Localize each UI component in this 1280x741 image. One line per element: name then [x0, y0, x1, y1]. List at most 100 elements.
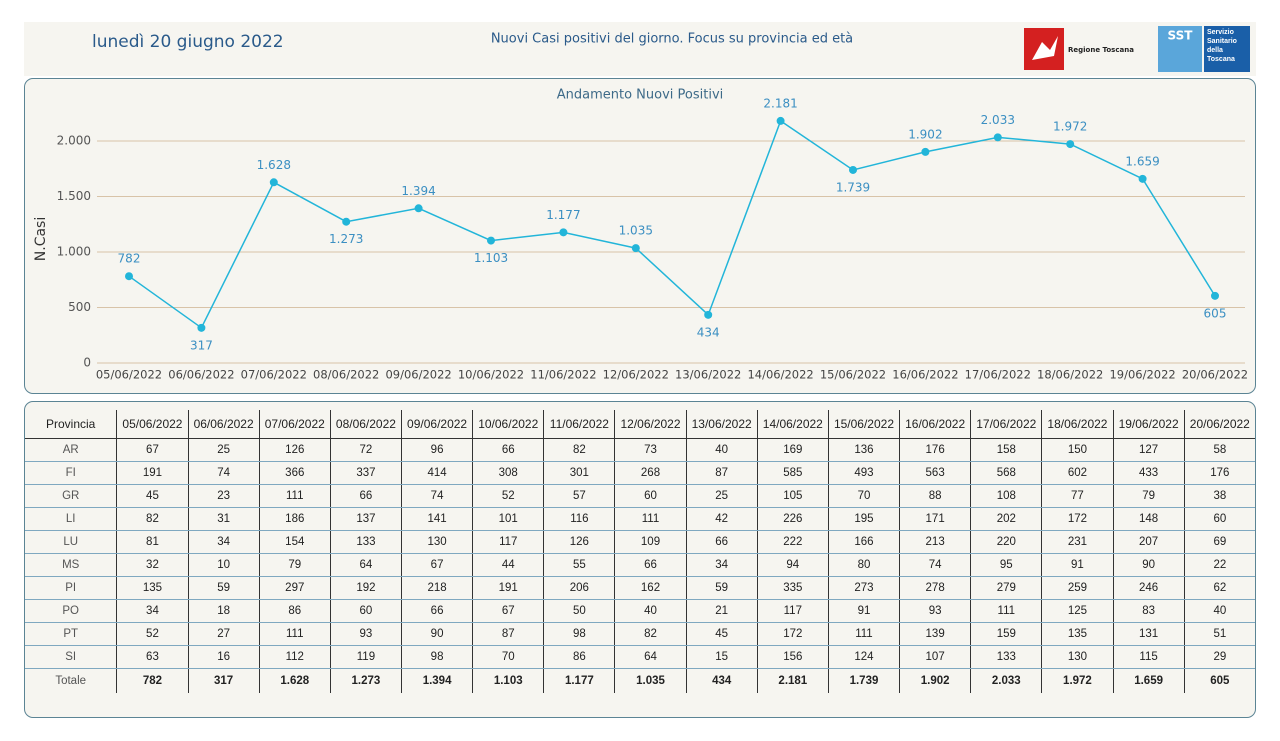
cell: 1.394 [400, 668, 473, 693]
cell: 301 [543, 461, 615, 485]
point [704, 310, 713, 319]
row: PI 135 59 297 192 218 191 206 162 59 335 273 278 279 2… [25, 576, 1255, 600]
x-tick-label: 08/06/2022 [313, 368, 379, 382]
cell: 50 [543, 599, 615, 623]
row: LI 82 31 186 137 141 101 116 111 42 226 195 171 202 17… [25, 507, 1255, 531]
cell: 40 [1183, 599, 1255, 623]
cell: 1.035 [614, 668, 687, 693]
cell: 45 [685, 622, 758, 646]
cell: 98 [543, 622, 615, 646]
point [921, 147, 930, 156]
cell: 297 [258, 576, 331, 600]
cell: 1.628 [258, 668, 331, 693]
data-label: 1.902 [908, 127, 942, 141]
header-cell: Provincia [25, 410, 117, 439]
header-cell: 18/06/2022 [1041, 410, 1114, 439]
row: SI 63 16 112 119 98 70 86 64 15 156 124 107 133 130 115… [25, 645, 1255, 669]
cell: 38 [1183, 484, 1255, 508]
sst-text: SST [1168, 29, 1194, 43]
header-cell: 13/06/2022 [685, 410, 758, 439]
cell: 130 [1041, 645, 1114, 669]
cell: 176 [899, 438, 971, 462]
x-tick-label: 07/06/2022 [241, 368, 307, 382]
cell: 70 [827, 484, 900, 508]
cell: 42 [685, 507, 758, 531]
x-tick-label: 20/06/2022 [1182, 368, 1248, 382]
cell: 137 [329, 507, 402, 531]
point [125, 272, 133, 281]
cell: 317 [187, 668, 260, 693]
cell: 1.739 [827, 668, 900, 693]
cell: 116 [543, 507, 615, 531]
x-tick-label: 18/06/2022 [1037, 368, 1103, 382]
cell: 21 [685, 599, 758, 623]
cell: 119 [329, 645, 402, 669]
cell: 337 [329, 461, 402, 485]
cell: 130 [400, 530, 473, 554]
cell: 51 [1183, 622, 1255, 646]
header-cell: 12/06/2022 [614, 410, 687, 439]
point [993, 133, 1002, 142]
cell: 60 [1183, 507, 1255, 531]
cell: 15 [685, 645, 758, 669]
cell: 82 [614, 622, 687, 646]
cell: 186 [258, 507, 331, 531]
cell: GR [25, 484, 117, 508]
point [342, 217, 351, 226]
sst-mark [1158, 26, 1202, 72]
cell: 166 [827, 530, 900, 554]
cell: 34 [187, 530, 260, 554]
cell: 125 [1041, 599, 1114, 623]
cell: 220 [970, 530, 1042, 554]
x-tick-label: 05/06/2022 [96, 368, 162, 382]
cell: 273 [827, 576, 900, 600]
cell: 74 [899, 553, 971, 577]
point [1211, 291, 1219, 300]
row: AR 67 25 126 72 96 66 82 73 40 169 136 176 158 150 127 5… [25, 438, 1255, 462]
row: LU 81 34 154 133 130 117 126 109 66 222 166 213 220 23… [25, 530, 1255, 554]
header-cell: 11/06/2022 [543, 410, 615, 439]
cell: 34 [116, 599, 189, 623]
cell: 131 [1112, 622, 1185, 646]
cell: 80 [827, 553, 900, 577]
cell: 16 [187, 645, 260, 669]
cell: 44 [472, 553, 544, 577]
cell: 169 [756, 438, 829, 462]
cell: 154 [258, 530, 331, 554]
cell: LU [25, 530, 117, 554]
cell: 93 [329, 622, 402, 646]
cell: 64 [329, 553, 402, 577]
cell: 67 [400, 553, 473, 577]
cell: 133 [970, 645, 1042, 669]
row: GR 45 23 111 66 74 52 57 60 25 105 70 88 108 77 79 38 [25, 484, 1255, 508]
cell: 63 [116, 645, 189, 669]
cell: 72 [329, 438, 402, 462]
data-label: 1.628 [257, 158, 291, 172]
cell: PT [25, 622, 117, 646]
chart-title: Andamento Nuovi Positivi [557, 88, 724, 103]
cell: 1.902 [899, 668, 971, 693]
cell: 111 [827, 622, 900, 646]
cell: SI [25, 645, 117, 669]
cell: 191 [472, 576, 544, 600]
cell: 117 [472, 530, 544, 554]
cell: 91 [1041, 553, 1114, 577]
point [849, 165, 857, 174]
data-label: 1.177 [546, 208, 580, 222]
cell: 191 [116, 461, 189, 485]
cell: 79 [258, 553, 331, 577]
cell: 202 [970, 507, 1042, 531]
cell: 115 [1112, 645, 1185, 669]
cell: 585 [756, 461, 829, 485]
cell: 59 [685, 576, 758, 600]
cell: 141 [400, 507, 473, 531]
cell: 158 [970, 438, 1042, 462]
cell: 308 [472, 461, 544, 485]
cell: 25 [187, 438, 260, 462]
cell: 23 [187, 484, 260, 508]
row: FI 191 74 366 337 414 308 301 268 87 585 493 563 568 6… [25, 461, 1255, 485]
cell: AR [25, 438, 117, 462]
cell: 109 [614, 530, 687, 554]
cell: 18 [187, 599, 260, 623]
point [559, 228, 568, 237]
